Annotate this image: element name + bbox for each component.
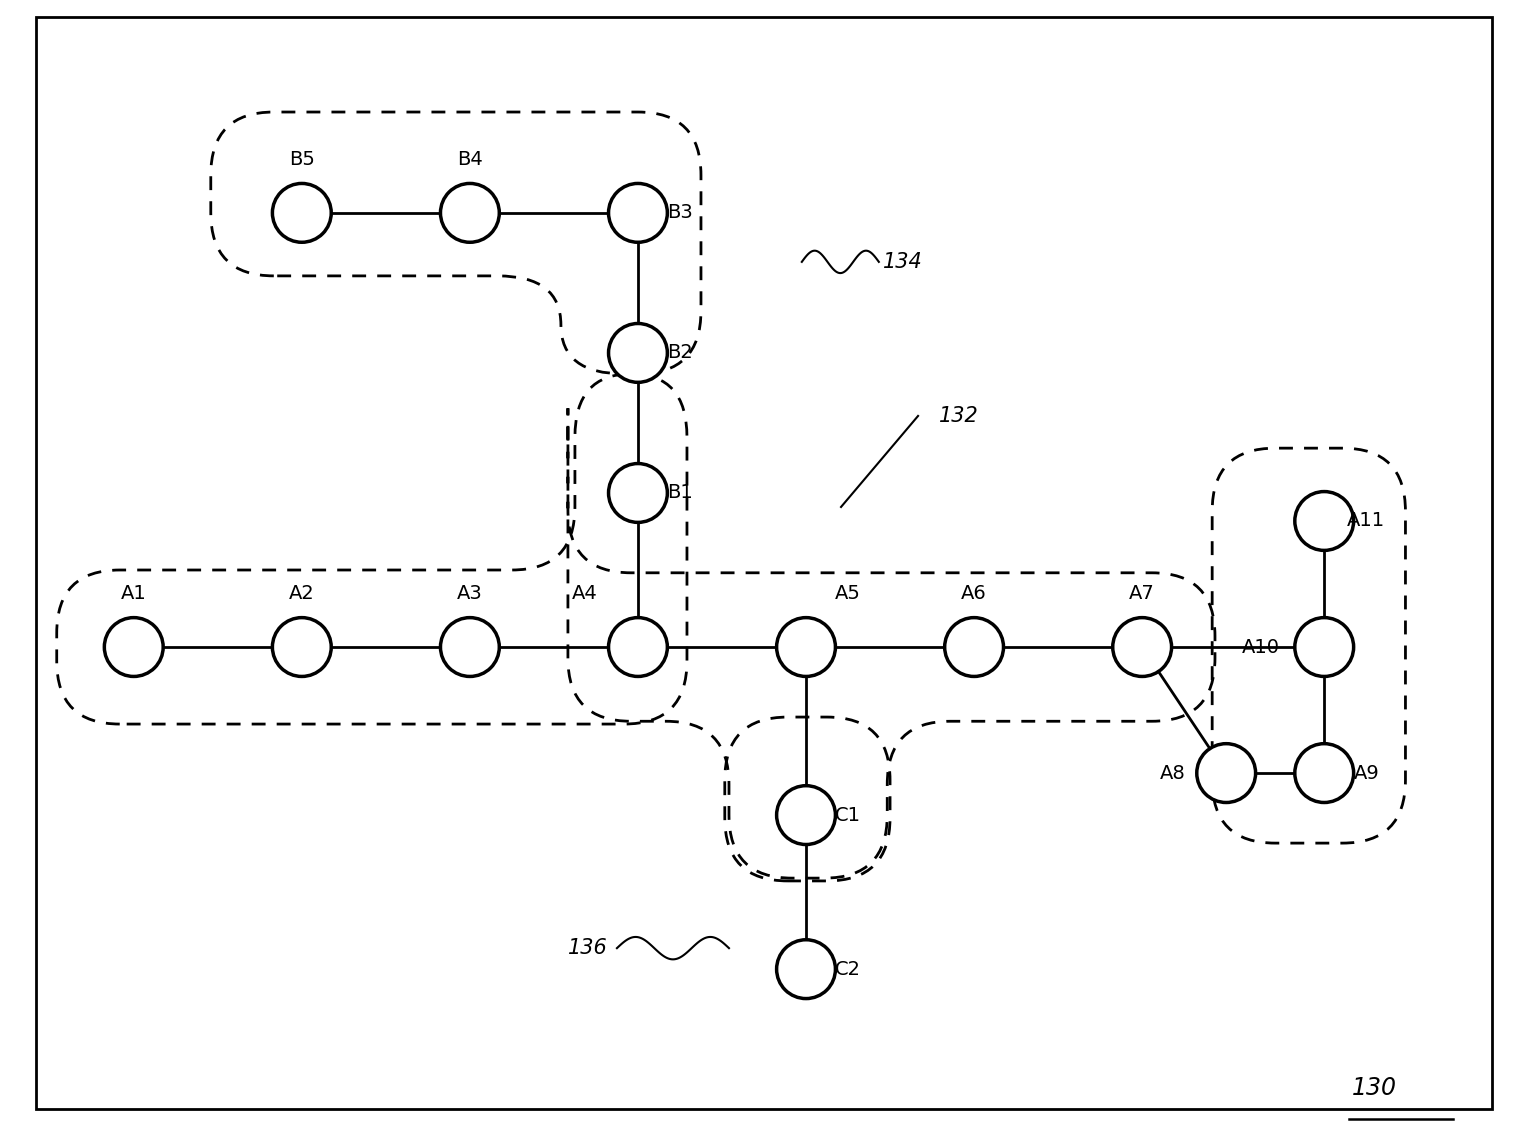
Circle shape bbox=[1196, 743, 1256, 803]
Text: A1: A1 bbox=[121, 584, 147, 604]
Circle shape bbox=[1294, 492, 1354, 551]
Circle shape bbox=[776, 940, 836, 999]
Text: C1: C1 bbox=[834, 805, 862, 824]
Text: A11: A11 bbox=[1348, 511, 1386, 530]
Text: B1: B1 bbox=[668, 483, 692, 502]
Text: A6: A6 bbox=[961, 584, 987, 604]
Text: A2: A2 bbox=[289, 584, 315, 604]
Circle shape bbox=[272, 184, 332, 242]
Circle shape bbox=[1294, 618, 1354, 677]
Text: 132: 132 bbox=[940, 406, 979, 426]
Circle shape bbox=[608, 323, 668, 383]
Circle shape bbox=[272, 618, 332, 677]
Text: A3: A3 bbox=[457, 584, 483, 604]
Text: 130: 130 bbox=[1352, 1076, 1397, 1100]
Text: B5: B5 bbox=[289, 150, 315, 169]
Text: 136: 136 bbox=[568, 938, 608, 958]
Text: A10: A10 bbox=[1242, 637, 1280, 656]
Text: A4: A4 bbox=[571, 584, 597, 604]
Circle shape bbox=[440, 184, 500, 242]
Circle shape bbox=[440, 618, 500, 677]
Circle shape bbox=[1112, 618, 1172, 677]
Circle shape bbox=[776, 618, 836, 677]
Circle shape bbox=[104, 618, 163, 677]
Circle shape bbox=[1294, 743, 1354, 803]
Text: A8: A8 bbox=[1160, 763, 1186, 783]
Text: 134: 134 bbox=[883, 252, 923, 271]
Circle shape bbox=[608, 464, 668, 522]
Circle shape bbox=[776, 786, 836, 844]
Text: B3: B3 bbox=[668, 204, 692, 222]
Text: A7: A7 bbox=[1129, 584, 1155, 604]
Circle shape bbox=[608, 184, 668, 242]
Text: A5: A5 bbox=[836, 584, 860, 604]
Circle shape bbox=[944, 618, 1004, 677]
Text: A9: A9 bbox=[1354, 763, 1380, 783]
Text: C2: C2 bbox=[834, 959, 862, 978]
Circle shape bbox=[608, 618, 668, 677]
Text: B2: B2 bbox=[668, 343, 692, 363]
Text: B4: B4 bbox=[457, 150, 483, 169]
